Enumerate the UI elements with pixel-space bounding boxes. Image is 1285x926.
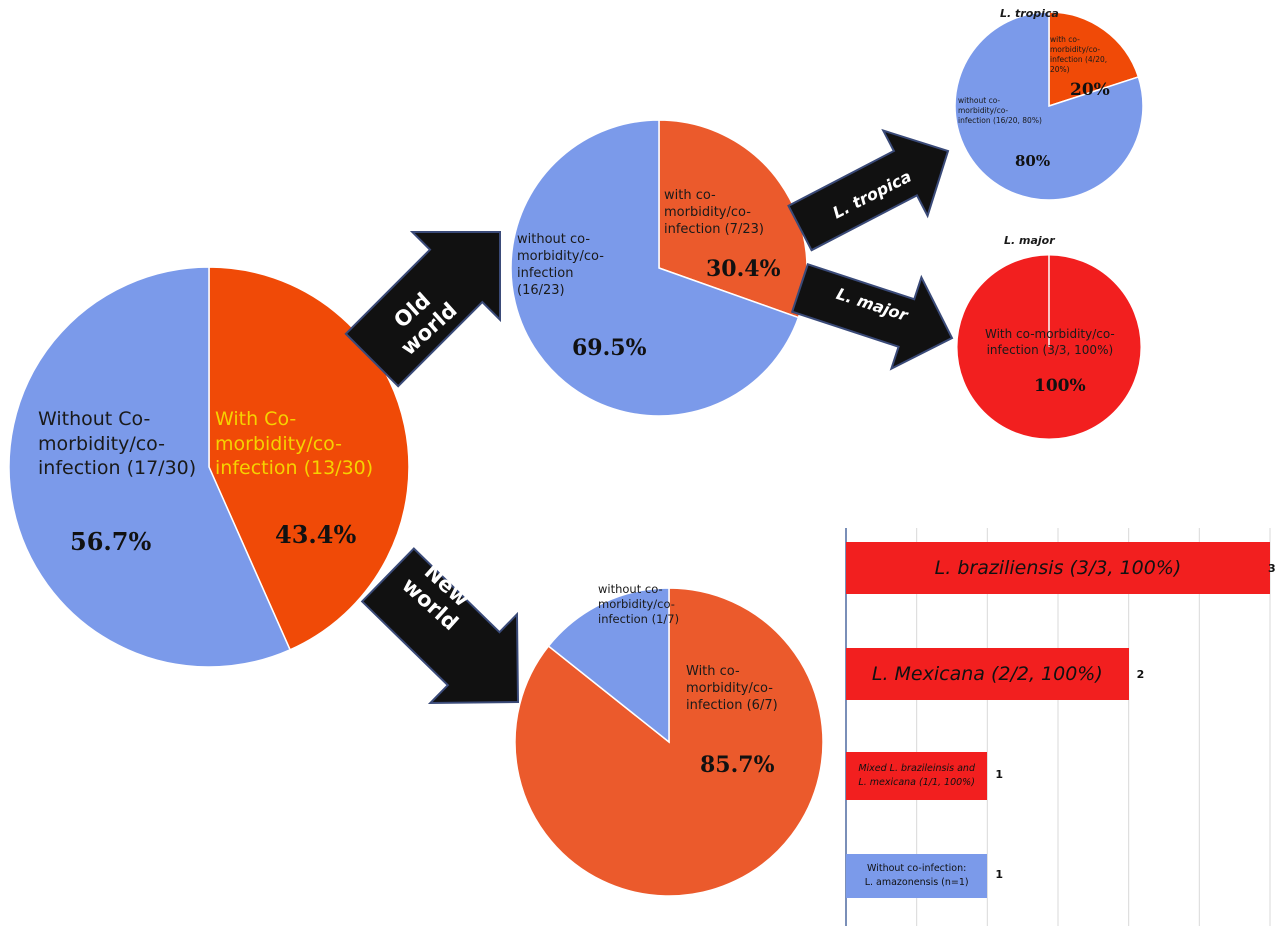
tropica-pie-slice-0 [954, 11, 1144, 201]
tropica-pie-percent-with: 20% [1070, 80, 1110, 100]
tropica-pie-title: L. tropica [1000, 7, 1059, 20]
bar-value-braziliensis: 3 [1268, 562, 1276, 575]
arrow-tropica [787, 128, 950, 252]
bar-value-mexicana: 2 [1136, 668, 1145, 681]
old-world-pie-percent-without: 69.5% [572, 335, 647, 361]
main-pie-slice-0 [8, 266, 292, 668]
bar-label-mixed: Mixed L. brazileinsis and L. mexicana (1… [858, 762, 975, 788]
bar-value-mixed: 1 [995, 768, 1003, 781]
old-world-pie-label-without: without co- morbidity/co- infection (16/… [517, 232, 604, 298]
main-pie-label-without: Without Co- morbidity/co- infection (17/… [38, 408, 197, 480]
tropica-pie-label-with: with co- morbidity/co- infection (4/20, … [1050, 35, 1108, 75]
new-world-pie-label-with: With co- morbidity/co- infection (6/7) [686, 664, 778, 713]
tropica-pie-percent-without: 80% [1015, 152, 1051, 170]
new-world-pie-slice-0 [547, 587, 670, 744]
main-pie-label-with: With Co- morbidity/co- infection (13/30) [215, 408, 374, 480]
major-pie-label-with: With co-morbidity/co- infection (3/3, 10… [985, 327, 1115, 357]
new-world-pie-percent-with: 85.7% [700, 752, 775, 778]
bar-braziliensis [846, 542, 1270, 594]
bar-amazonensis [846, 854, 988, 898]
arrow-major [790, 262, 954, 371]
tropica-pie-label-without: without co- morbidity/co- infection (16/… [958, 96, 1042, 126]
arrow-new-world [360, 547, 520, 705]
arrow-old-world [344, 231, 501, 388]
old-world-pie-percent-with: 30.4% [706, 256, 781, 282]
bar-value-amazonensis: 1 [995, 868, 1003, 881]
major-pie-title: L. major [1004, 234, 1055, 247]
major-pie-outline [956, 254, 1142, 440]
new-world-species-bar-chart: L. braziliensis (3/3, 100%) 3 L. Mexican… [846, 528, 1276, 926]
bar-label-amazonensis: Without co-infection: L. amazonensis (n=… [864, 862, 969, 888]
main-pie-percent-with: 43.4% [275, 520, 357, 549]
old-world-pie-slice-0 [510, 119, 800, 417]
tropica-pie-slice-1 [1048, 11, 1140, 108]
main-pie-percent-without: 56.7% [70, 527, 152, 556]
bar-label-braziliensis: L. braziliensis (3/3, 100%) [934, 557, 1182, 579]
new-world-pie-label-without: without co- morbidity/co- infection (1/7… [598, 582, 680, 626]
bar-mexicana [846, 648, 1129, 700]
old-world-pie-label-with: with co- morbidity/co- infection (7/23) [664, 188, 764, 237]
main-pie-slice-1 [208, 266, 410, 651]
bar-mixed [846, 752, 988, 800]
bar-label-mexicana: L. Mexicana (2/2, 100%) [871, 663, 1103, 685]
major-pie-percent-with: 100% [1034, 376, 1086, 396]
